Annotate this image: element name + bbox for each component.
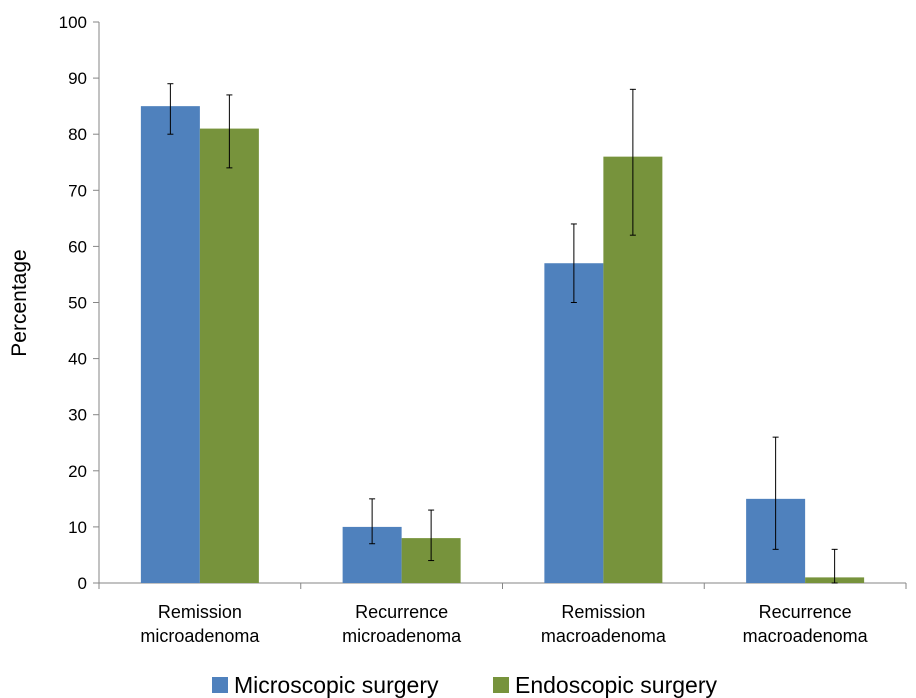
x-category-label: Recurrence — [759, 602, 852, 622]
y-tick-label: 20 — [68, 462, 87, 481]
legend-swatch — [212, 677, 228, 693]
y-axis: 0 10 20 30 40 50 60 70 80 90 100 — [59, 13, 100, 593]
y-tick-label: 10 — [68, 518, 87, 537]
y-tick-label: 50 — [68, 294, 87, 313]
legend-swatch — [493, 677, 509, 693]
x-category-label: Remission — [158, 602, 242, 622]
bar — [199, 128, 259, 583]
y-tick-label: 70 — [68, 181, 87, 200]
x-category-label: Recurrence — [355, 602, 448, 622]
bar — [544, 263, 604, 583]
error-bars — [167, 83, 838, 584]
bars — [140, 106, 865, 584]
y-tick-label: 80 — [68, 125, 87, 144]
x-category-label: macroadenoma — [541, 626, 667, 646]
x-category-label: macroadenoma — [743, 626, 869, 646]
y-tick-label: 100 — [59, 13, 87, 32]
category-labels: Remission microadenoma Recurrence microaden… — [140, 602, 868, 646]
y-axis-title: Percentage — [8, 249, 31, 356]
y-tick-label: 90 — [68, 69, 87, 88]
bar — [140, 106, 200, 584]
x-category-label: microadenoma — [342, 626, 462, 646]
legend: Microscopic surgery Endoscopic surgery — [212, 672, 717, 698]
x-category-label: microadenoma — [140, 626, 260, 646]
x-category-label: Remission — [561, 602, 645, 622]
legend-label: Endoscopic surgery — [515, 672, 717, 698]
y-tick-label: 0 — [78, 574, 87, 593]
y-tick-label: 30 — [68, 406, 87, 425]
legend-label: Microscopic surgery — [234, 672, 439, 698]
x-axis — [98, 582, 907, 589]
y-tick-label: 40 — [68, 350, 87, 369]
y-tick-label: 60 — [68, 237, 87, 256]
